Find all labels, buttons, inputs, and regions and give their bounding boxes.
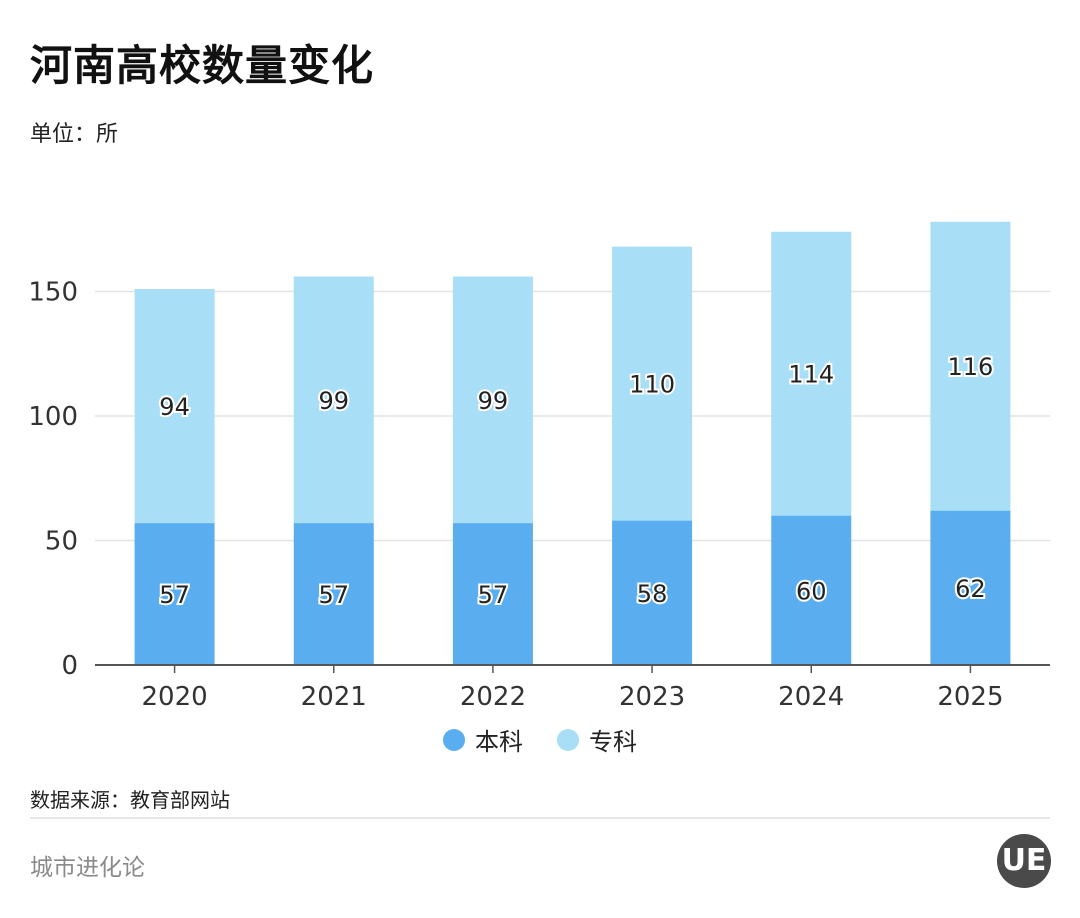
- legend-swatch-vocational: [557, 728, 579, 751]
- x-tick-label: 2025: [937, 682, 1003, 712]
- brand-logo: UE: [997, 834, 1051, 888]
- y-tick-label: 100: [28, 402, 78, 432]
- data-label-undergrad: 60: [796, 577, 827, 605]
- bar-vocational: [612, 246, 693, 521]
- bar-undergrad: [293, 523, 374, 665]
- x-tick-label: 2023: [619, 682, 685, 712]
- data-source: 数据来源：教育部网站: [30, 788, 230, 812]
- data-label-vocational: 110: [629, 371, 675, 399]
- bar-vocational: [771, 231, 852, 516]
- x-tick-label: 2021: [301, 682, 367, 712]
- legend-item-undergrad: 本科: [443, 722, 523, 757]
- data-label-undergrad: 58: [637, 580, 668, 608]
- y-tick-label: 150: [28, 278, 78, 308]
- bar-undergrad: [930, 510, 1011, 665]
- legend-label-undergrad: 本科: [475, 728, 523, 756]
- bar-undergrad: [134, 523, 215, 665]
- chart-title: 河南高校数量变化: [30, 41, 375, 90]
- brand-name: 城市进化论: [30, 855, 145, 881]
- bar-undergrad: [452, 523, 533, 665]
- bar-vocational: [930, 221, 1011, 511]
- x-tick-label: 2022: [460, 682, 526, 712]
- footer-divider: [30, 817, 1050, 819]
- bar-vocational: [134, 289, 215, 524]
- legend: 本科 专科: [0, 722, 1080, 757]
- unit-label: 单位：所: [30, 122, 119, 147]
- x-tick-label: 2020: [141, 682, 207, 712]
- y-tick-label: 50: [45, 527, 78, 557]
- bar-undergrad: [612, 520, 693, 665]
- data-label-undergrad: 57: [159, 581, 190, 609]
- y-tick-label: 0: [61, 651, 78, 681]
- data-label-vocational: 114: [788, 361, 834, 389]
- data-label-undergrad: 57: [318, 581, 349, 609]
- legend-item-vocational: 专科: [557, 722, 637, 757]
- bar-vocational: [293, 276, 374, 524]
- data-label-undergrad: 62: [955, 575, 986, 603]
- data-label-vocational: 99: [318, 387, 349, 415]
- stacked-bar-chart: 0 50 100 150 57 94 2020 57 99 2021 57 99 2022 58 110 20…: [28, 221, 1050, 712]
- data-label-undergrad: 57: [478, 581, 509, 609]
- legend-swatch-undergrad: [443, 728, 465, 751]
- bar-vocational: [452, 276, 533, 524]
- data-label-vocational: 116: [948, 353, 994, 381]
- data-label-vocational: 94: [159, 393, 190, 421]
- data-label-vocational: 99: [478, 387, 509, 415]
- legend-label-vocational: 专科: [589, 728, 637, 756]
- x-tick-label: 2024: [778, 682, 844, 712]
- bar-undergrad: [771, 515, 852, 665]
